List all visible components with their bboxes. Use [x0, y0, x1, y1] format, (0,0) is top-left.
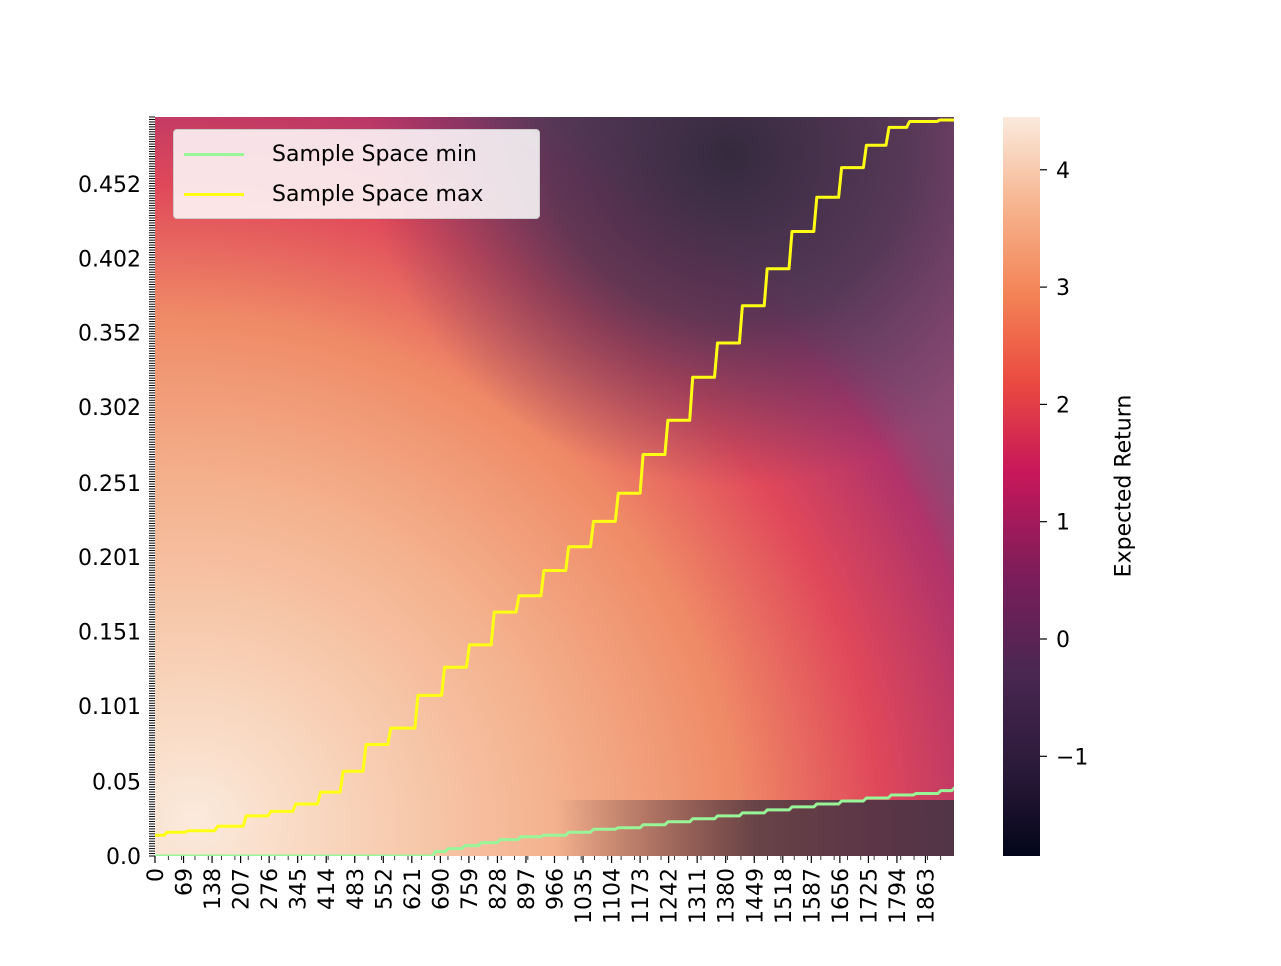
- y-tick-label: 0.302: [78, 396, 141, 421]
- y-tick-label: 0.352: [78, 322, 141, 347]
- x-tick-label: 1863: [914, 868, 939, 924]
- legend-swatch-min: [184, 152, 244, 156]
- y-axis: 0.0 0.05 0.101 0.151 0.201 0.251 0.302 0.352 0.4…: [78, 116, 155, 870]
- colorbar-tick-label: 3: [1056, 276, 1070, 301]
- x-tick-label: 1794: [886, 868, 911, 924]
- x-tick-label: 1035: [572, 868, 597, 924]
- y-tick-label: 0.251: [78, 472, 141, 497]
- colorbar-label: Expected Return: [1111, 394, 1137, 578]
- x-tick-label: 1380: [715, 868, 740, 924]
- legend-item-max: Sample Space max: [184, 179, 483, 209]
- x-tick-label: 828: [486, 868, 511, 910]
- x-tick-label: 1242: [658, 868, 683, 924]
- x-tick-label: 1587: [800, 868, 825, 924]
- y-tick-label: 0.402: [78, 247, 141, 272]
- x-tick-label: 69: [173, 868, 198, 896]
- x-tick-label: 690: [429, 868, 454, 910]
- x-tick-label: 483: [344, 868, 369, 910]
- series-lines: [155, 118, 954, 856]
- legend-label-min: Sample Space min: [272, 141, 478, 167]
- x-tick-label: 1725: [857, 868, 882, 924]
- x-tick-label: 1311: [686, 868, 711, 924]
- x-tick-label: 1173: [629, 868, 654, 924]
- x-tick-label: 0: [144, 868, 169, 882]
- x-tick-label: 414: [315, 868, 340, 910]
- x-tick-label: 1518: [772, 868, 797, 924]
- x-tick-label: 345: [287, 868, 312, 910]
- colorbar-tick-label: 0: [1056, 628, 1070, 653]
- colorbar-tick-label: −1: [1056, 745, 1088, 770]
- colorbar-tick-label: 2: [1056, 393, 1070, 418]
- x-axis: 0 69 138 207 276 345 414 483 552 621 690 759 828 897 9…: [144, 856, 942, 924]
- x-tick-label: 276: [258, 868, 283, 910]
- legend-label-max: Sample Space max: [272, 181, 484, 207]
- x-tick-label: 897: [515, 868, 540, 910]
- x-tick-label: 1449: [743, 868, 768, 924]
- x-tick-label: 1656: [829, 868, 854, 924]
- y-tick-label: 0.0: [106, 845, 141, 870]
- heatmap-surface: [155, 117, 954, 856]
- x-tick-label: 621: [401, 868, 426, 910]
- x-tick-label: 759: [458, 868, 483, 910]
- x-tick-label: 207: [230, 868, 255, 910]
- x-tick-label: 552: [372, 868, 397, 910]
- y-tick-label: 0.05: [92, 771, 141, 796]
- x-tick-label: 1104: [601, 868, 626, 924]
- colorbar-gradient: [1003, 117, 1040, 856]
- legend: Sample Space min Sample Space max: [173, 129, 540, 219]
- colorbar: 4 3 2 1 0 −1: [1003, 117, 1088, 856]
- x-tick-label: 966: [544, 868, 569, 910]
- series-line-min: [155, 786, 954, 856]
- y-tick-label: 0.201: [78, 546, 141, 571]
- series-line-max: [155, 118, 954, 837]
- legend-swatch-max: [184, 192, 244, 196]
- x-tick-label: 138: [201, 868, 226, 910]
- y-tick-label: 0.151: [78, 620, 141, 645]
- colorbar-tick-label: 4: [1056, 159, 1070, 184]
- colorbar-tick-label: 1: [1056, 511, 1070, 536]
- y-tick-label: 0.452: [78, 173, 141, 198]
- y-tick-label: 0.101: [78, 695, 141, 720]
- legend-item-min: Sample Space min: [184, 139, 477, 169]
